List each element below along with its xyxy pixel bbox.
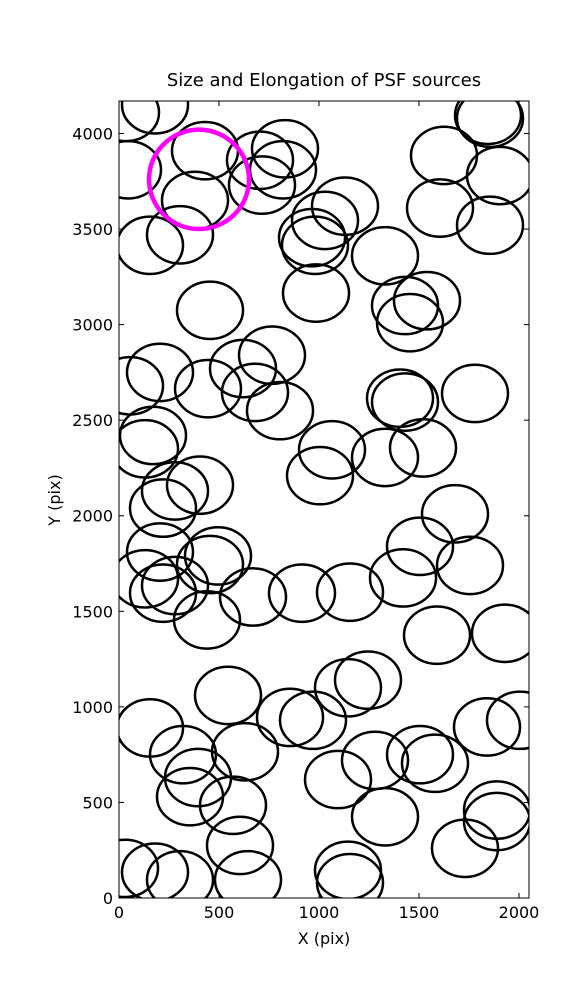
source-ellipse [175, 280, 245, 341]
source-ellipse [430, 818, 500, 879]
source-ellipse [400, 733, 470, 794]
source-ellipse [255, 687, 325, 748]
source-ellipse [315, 562, 385, 623]
source-ellipse [297, 419, 367, 480]
source-ellipse [119, 215, 185, 276]
y-tick-label: 4000 [72, 124, 113, 143]
source-ellipse [485, 690, 529, 751]
source-ellipse [452, 697, 522, 757]
source-ellipse [290, 190, 360, 251]
y-tick-label: 3500 [72, 220, 113, 239]
source-ellipse [198, 775, 268, 836]
source-ellipse [350, 786, 420, 847]
source-ellipse [370, 372, 440, 432]
source-ellipse [350, 427, 420, 488]
y-tick-label: 500 [82, 793, 113, 812]
source-ellipse [165, 455, 235, 516]
source-ellipse [220, 362, 290, 423]
source-ellipse [368, 547, 438, 608]
source-ellipse [440, 363, 510, 424]
source-ellipse [128, 478, 198, 539]
source-ellipse [435, 535, 505, 596]
source-ellipse [245, 380, 315, 441]
x-tick-label: 2000 [499, 903, 540, 922]
source-ellipse [145, 204, 215, 265]
plot-area [119, 101, 529, 898]
source-ellipse [125, 342, 195, 403]
y-tick-label: 3000 [72, 316, 113, 335]
source-ellipse [213, 849, 283, 898]
source-ellipse [125, 522, 195, 582]
source-ellipse [208, 338, 278, 399]
source-ellipse [173, 358, 243, 419]
source-ellipse [420, 483, 490, 544]
source-ellipse [385, 724, 455, 785]
y-tick-label: 1500 [72, 602, 113, 621]
x-tick-label: 1000 [299, 903, 340, 922]
source-ellipse [145, 849, 215, 898]
source-ellipse [388, 417, 458, 478]
source-ellipse [470, 603, 529, 664]
source-ellipse [227, 155, 297, 216]
x-tick-label: 0 [114, 903, 124, 922]
source-ellipse [453, 101, 523, 146]
source-ellipse [313, 657, 383, 718]
source-ellipse [205, 815, 275, 876]
source-ellipse [120, 842, 190, 898]
source-ellipse [392, 270, 462, 331]
source-ellipse [119, 548, 180, 609]
source-ellipse [405, 178, 475, 238]
x-tick-label: 1500 [399, 903, 440, 922]
source-ellipse [119, 139, 163, 200]
y-tick-label: 2000 [72, 507, 113, 526]
source-ellipse [375, 292, 445, 353]
x-tick-label: 500 [204, 903, 235, 922]
y-tick-label: 0 [103, 889, 113, 908]
source-ellipse [333, 650, 403, 711]
source-ellipse [119, 405, 188, 466]
source-ellipse [155, 766, 225, 827]
y-axis-label: Y (pix) [45, 474, 64, 526]
source-ellipse [172, 589, 242, 650]
source-ellipse [140, 460, 210, 521]
source-ellipse [465, 145, 529, 206]
source-ellipse [218, 567, 288, 627]
chart-title: Size and Elongation of PSF sources [167, 70, 481, 91]
source-ellipse [278, 690, 348, 751]
source-ellipse [385, 516, 455, 577]
source-ellipse [350, 225, 420, 286]
y-tick-label: 2500 [72, 411, 113, 430]
source-ellipse [303, 749, 373, 810]
axes-frame [118, 100, 530, 899]
y-tick-label: 1000 [72, 698, 113, 717]
source-ellipse [267, 563, 337, 624]
highlight-circle [146, 127, 252, 232]
source-ellipse [250, 118, 320, 179]
source-ellipse [315, 852, 385, 898]
source-ellipse [175, 534, 245, 595]
source-ellipse [193, 665, 263, 726]
source-ellipse [455, 195, 525, 256]
source-ellipse [120, 101, 190, 135]
source-ellipse [277, 207, 347, 268]
source-ellipse [281, 263, 351, 324]
x-axis-label: X (pix) [298, 929, 351, 948]
source-ellipse [119, 838, 160, 898]
source-ellipse [285, 445, 355, 506]
source-ellipse [402, 605, 472, 666]
source-ellipse [280, 215, 350, 276]
source-ellipse [183, 525, 253, 586]
